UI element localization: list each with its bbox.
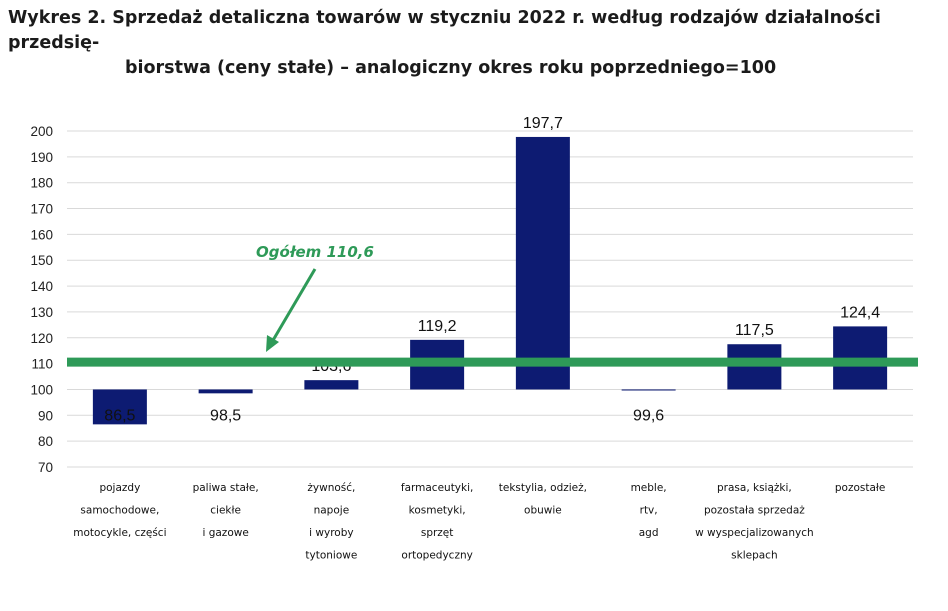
category-label-line: prasa, książki, <box>717 482 792 494</box>
category-label-line: farmaceutyki, <box>401 482 473 494</box>
data-label: 117,5 <box>735 322 774 339</box>
y-tick-label: 160 <box>30 227 53 242</box>
y-tick-label: 110 <box>31 357 53 372</box>
y-tick-label: 190 <box>30 150 53 165</box>
category-label-line: pozostałe <box>835 482 886 494</box>
category-label-line: pozostała sprzedaż <box>704 505 805 517</box>
category-label-line: ciekłe <box>210 505 241 517</box>
data-label: 98,5 <box>210 407 241 424</box>
category-label-line: i gazowe <box>202 527 248 539</box>
category-label: paliwa stałe, ciekłe i gazowe <box>193 482 259 539</box>
chart-title-line-1: Wykres 2. Sprzedaż detaliczna towarów w … <box>8 8 881 53</box>
y-tick-label: 90 <box>38 408 53 423</box>
y-tick-label: 130 <box>30 305 53 320</box>
category-label-line: kosmetyki, <box>409 505 466 517</box>
category-label-line: tytoniowe <box>305 550 357 562</box>
category-label-line: agd <box>639 527 659 539</box>
bar <box>515 136 570 390</box>
chart-title-line-2: biorstwa (ceny stałe) – analogiczny okre… <box>125 58 777 78</box>
y-tick-label: 120 <box>30 331 53 346</box>
y-tick-label: 150 <box>30 253 53 268</box>
data-label: 86,5 <box>104 407 135 424</box>
y-tick-label: 180 <box>30 176 53 191</box>
category-label: farmaceutyki, kosmetyki, sprzęt ortopedyczn… <box>401 482 473 562</box>
chart-title: Wykres 2. Sprzedaż detaliczna towarów w … <box>8 6 938 81</box>
data-label: 197,7 <box>523 115 563 132</box>
category-label-line: paliwa stałe, <box>193 482 259 494</box>
category-label-line: meble, <box>631 482 667 494</box>
y-tick-label: 140 <box>30 279 53 294</box>
data-label: 119,2 <box>418 318 457 335</box>
y-tick-label: 170 <box>30 202 53 217</box>
category-label: prasa, książki, pozostała sprzedaż w wyspe… <box>695 482 814 562</box>
category-label-line: i wyroby <box>309 527 353 539</box>
bar <box>92 389 147 425</box>
bar <box>621 389 676 391</box>
category-label: meble, rtv, agd <box>631 482 667 539</box>
category-label-line: obuwie <box>524 505 562 517</box>
category-label: pozostałe <box>835 482 886 494</box>
category-label-line: pojazdy <box>99 482 140 494</box>
category-label-line: napoje <box>314 505 350 517</box>
reference-arrowhead <box>266 335 279 352</box>
bar <box>727 344 782 390</box>
reference-label: Ogółem 110,6 <box>256 243 374 261</box>
y-tick-label: 200 <box>30 124 53 139</box>
category-label: pojazdy samochodowe, motocykle, części <box>73 482 166 539</box>
category-label-line: sprzęt <box>421 527 454 539</box>
category-label-line: samochodowe, <box>80 505 159 517</box>
y-tick-label: 80 <box>38 434 53 449</box>
category-label-line: rtv, <box>640 505 658 517</box>
data-label: 124,4 <box>840 304 880 321</box>
reference-arrow <box>270 268 317 343</box>
category-label-line: ortopedyczny <box>401 550 472 562</box>
category-label: tekstylia, odzież, obuwie <box>499 482 587 517</box>
category-label-line: sklepach <box>731 550 777 562</box>
bar <box>304 380 359 390</box>
bar <box>198 389 253 394</box>
category-label-line: motocykle, części <box>73 527 166 539</box>
category-label-line: w wyspecjalizowanych <box>695 527 814 539</box>
data-label: 99,6 <box>633 407 664 424</box>
y-tick-label: 100 <box>30 382 53 397</box>
category-label-line: tekstylia, odzież, <box>499 482 587 494</box>
category-label: żywność, napoje i wyroby tytoniowe <box>305 482 357 562</box>
y-tick-label: 70 <box>38 460 53 475</box>
category-label-line: żywność, <box>307 482 355 494</box>
